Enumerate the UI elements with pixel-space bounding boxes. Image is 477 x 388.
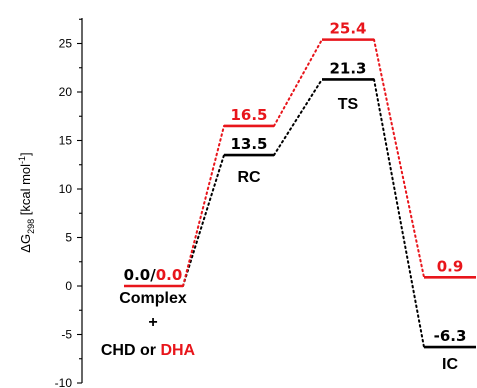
y-tick-label: 15 bbox=[59, 134, 73, 148]
value-label-red-ts: 25.4 bbox=[329, 20, 366, 38]
connector-red-ts-to-ic bbox=[373, 38, 425, 279]
state-label-chd: CHD or bbox=[101, 342, 161, 359]
y-axis: -10 -5 0 5 10 15 20 25 ΔG298 [kcal mol-1] bbox=[17, 18, 83, 388]
state-label-substrates: CHD or DHA bbox=[101, 342, 196, 359]
y-axis-label: ΔG298 [kcal mol-1] bbox=[17, 152, 36, 252]
state-label-plus: + bbox=[148, 314, 157, 331]
connector-black-ts-to-ic bbox=[373, 78, 425, 349]
value-label-complex: 0.0/0.0 bbox=[124, 266, 183, 284]
value-label-separator: / bbox=[150, 266, 156, 284]
connector-lines bbox=[182, 38, 425, 349]
state-label-ic: IC bbox=[442, 356, 458, 373]
connector-black-rc-to-ts bbox=[273, 78, 323, 157]
y-tick-label: 20 bbox=[59, 85, 73, 99]
value-label-red-rc: 16.5 bbox=[230, 106, 267, 124]
y-tick-label: 25 bbox=[59, 37, 73, 51]
energy-levels bbox=[124, 38, 476, 349]
connector-red-complex-to-rc bbox=[182, 124, 225, 287]
y-tick-label: 0 bbox=[65, 279, 72, 293]
state-label-complex: Complex bbox=[119, 290, 187, 307]
value-labels: 0.0/0.0 13.5 21.3 -6.3 16.5 25.4 0.9 bbox=[124, 20, 467, 345]
connector-black-complex-to-rc bbox=[182, 154, 225, 287]
connector-red-rc-to-ts bbox=[273, 38, 323, 127]
value-label-black-ic: -6.3 bbox=[434, 327, 467, 345]
state-label-ts: TS bbox=[338, 96, 359, 113]
y-tick-label: -5 bbox=[61, 328, 72, 342]
y-tick-label: -10 bbox=[55, 376, 73, 388]
value-label-black-ts: 21.3 bbox=[329, 59, 366, 77]
value-label-black-complex: 0.0 bbox=[124, 266, 151, 284]
state-labels: Complex + CHD or DHA RC TS IC bbox=[101, 96, 459, 373]
value-label-black-rc: 13.5 bbox=[230, 135, 267, 153]
value-label-red-complex: 0.0 bbox=[156, 266, 183, 284]
value-label-red-ic: 0.9 bbox=[437, 257, 464, 275]
y-tick-label: 10 bbox=[59, 182, 73, 196]
state-label-rc: RC bbox=[237, 169, 261, 186]
state-label-dha: DHA bbox=[160, 342, 195, 359]
y-tick-label: 5 bbox=[65, 231, 72, 245]
